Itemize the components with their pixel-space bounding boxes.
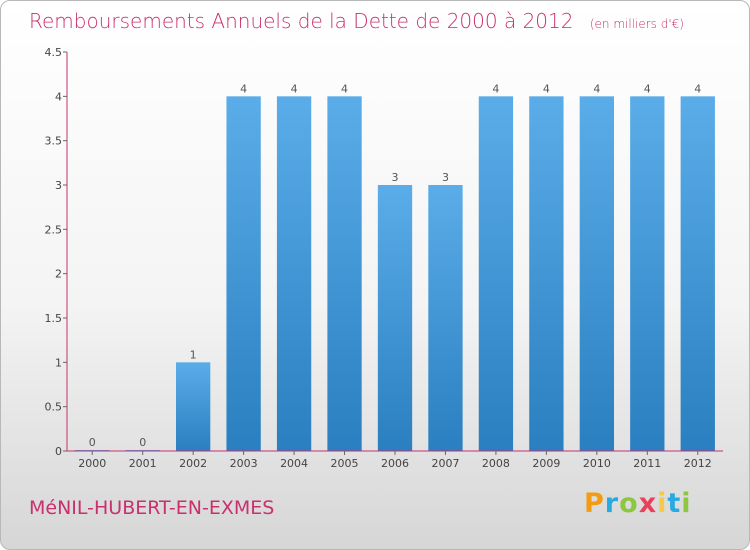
data-label: 4 — [644, 82, 651, 95]
bar — [478, 96, 514, 451]
bar — [226, 96, 261, 451]
bar — [680, 96, 715, 451]
bar — [529, 96, 564, 451]
bars: 0 0 1 4 4 4 3 3 4 4 4 4 4 — [75, 82, 715, 451]
data-label: 0 — [139, 436, 146, 449]
logo-letter: o — [619, 488, 639, 519]
data-label: 4 — [341, 82, 348, 95]
y-tick-label: 0 — [55, 445, 62, 458]
data-label: 3 — [392, 171, 399, 184]
y-tick-label: 2.5 — [45, 223, 63, 236]
bar — [630, 96, 665, 451]
x-tick-label: 2002 — [179, 457, 207, 470]
logo-letter: i — [657, 488, 668, 519]
bar — [377, 185, 413, 451]
data-label: 3 — [442, 171, 449, 184]
data-label: 0 — [89, 436, 96, 449]
data-label: 1 — [190, 348, 197, 361]
chart-title: Remboursements Annuels de la Dette de 20… — [29, 9, 684, 33]
bar — [276, 96, 312, 451]
chart-unit: (en milliers d'€) — [589, 17, 684, 31]
bar — [175, 362, 211, 451]
data-label: 4 — [593, 82, 600, 95]
x-tick-label: 2011 — [633, 457, 661, 470]
data-label: 4 — [543, 82, 550, 95]
x-tick-label: 2009 — [532, 457, 560, 470]
y-tick-label: 0.5 — [45, 401, 63, 414]
chart-title-text: Remboursements Annuels de la Dette de 20… — [29, 9, 574, 33]
x-tick-label: 2007 — [431, 457, 459, 470]
x-axis: 2000 2001 2002 2003 2004 2005 2006 2007 2008 2009… — [67, 450, 723, 470]
y-tick-label: 3.5 — [45, 135, 63, 148]
data-label: 4 — [291, 82, 298, 95]
y-tick-label: 2 — [55, 268, 62, 281]
x-tick-label: 2003 — [230, 457, 258, 470]
logo-letter: x — [638, 488, 658, 519]
x-tick-label: 2004 — [280, 457, 308, 470]
x-tick-label: 2001 — [129, 457, 157, 470]
data-label: 4 — [694, 82, 701, 95]
x-tick-label: 2005 — [331, 457, 359, 470]
x-tick-label: 2012 — [684, 457, 712, 470]
y-tick-label: 1.5 — [45, 312, 63, 325]
x-tick-label: 2008 — [482, 457, 510, 470]
x-tick-label: 2000 — [78, 457, 106, 470]
data-label: 4 — [240, 82, 247, 95]
commune-name: MéNIL-HUBERT-EN-EXMES — [29, 497, 275, 519]
x-tick-label: 2010 — [583, 457, 611, 470]
bar — [579, 96, 615, 451]
logo-letter: r — [604, 488, 620, 519]
x-tick-label: 2006 — [381, 457, 409, 470]
y-axis: 0 0.5 1 1.5 2 2.5 3 3.5 4 4.5 — [45, 46, 68, 458]
logo-letter: i — [681, 488, 692, 519]
logo-letter: P — [584, 488, 605, 519]
y-tick-label: 3 — [55, 179, 62, 192]
proxiti-logo: Proxiti — [584, 488, 692, 519]
y-tick-label: 1 — [55, 356, 62, 369]
data-label: 4 — [492, 82, 499, 95]
logo-letter: t — [667, 488, 682, 519]
bar — [327, 96, 362, 451]
y-tick-label: 4 — [55, 90, 62, 103]
bar — [428, 185, 463, 451]
y-tick-label: 4.5 — [45, 46, 63, 59]
